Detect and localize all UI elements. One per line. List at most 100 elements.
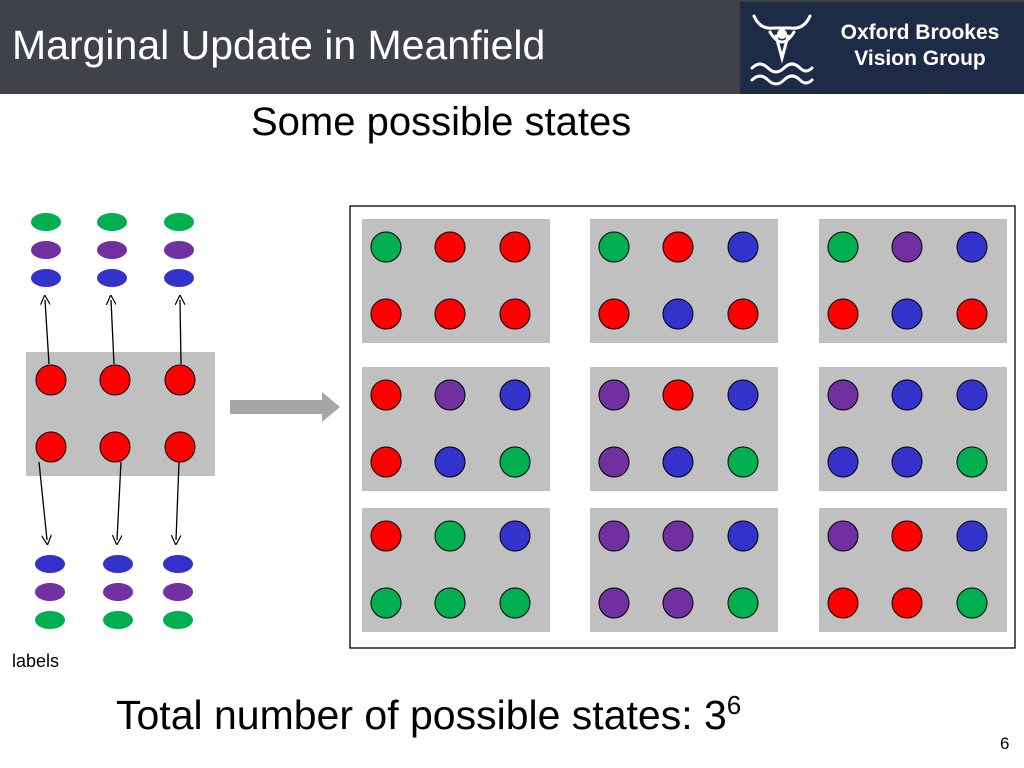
node-red [370,446,402,478]
node-red [164,364,196,396]
labels-caption: labels [12,651,60,671]
label-ellipse-purple [31,241,61,259]
states-grid [362,219,1007,632]
node-blue [891,379,923,411]
up-arrow [45,300,49,365]
label-ellipse-purple [163,583,193,601]
node-red [891,587,923,619]
node-red [99,364,131,396]
label-arrows [38,300,181,540]
node-red [499,231,531,263]
label-ellipse-blue [103,555,133,573]
node-blue [891,446,923,478]
state-panel [362,367,550,491]
node-red [598,298,630,330]
big-arrow-shape [230,392,340,422]
state-panel [819,219,1007,343]
node-red [662,379,694,411]
state-panel [362,508,550,632]
node-blue [956,379,988,411]
state-panel [819,367,1007,491]
node-green [434,587,466,619]
label-ellipse-purple [164,241,194,259]
node-green [499,446,531,478]
oxford-brookes-logo: Oxford Brookes Vision Group [740,2,1024,94]
node-green [499,587,531,619]
label-ellipse-purple [35,583,65,601]
state-panel [362,219,550,343]
state-panel [590,367,778,491]
bull-logo-icon [750,14,814,86]
node-red [827,587,859,619]
node-blue [499,520,531,552]
big-right-arrow [230,392,340,422]
node-purple [598,587,630,619]
slide-title: Marginal Update in Meanfield [12,22,546,68]
state-panel [590,508,778,632]
up-arrow [180,300,181,365]
down-arrow [38,461,47,540]
node-green [827,231,859,263]
label-ellipse-purple [97,241,127,259]
node-blue [662,446,694,478]
node-blue [727,379,759,411]
node-blue [827,446,859,478]
node-purple [891,231,923,263]
node-blue [434,446,466,478]
node-purple [662,520,694,552]
node-red [434,231,466,263]
label-ellipse-blue [164,269,194,287]
node-red [827,298,859,330]
node-green [956,587,988,619]
label-ellipse-green [164,213,194,231]
node-red [662,231,694,263]
total-states-label: Total number of possible states: 3 [116,692,727,738]
label-ellipse-blue [97,269,127,287]
node-red [99,431,131,463]
node-green [727,446,759,478]
state-panel [590,219,778,343]
label-ellipse-green [103,611,133,629]
node-red [434,298,466,330]
label-ellipse-green [31,213,61,231]
node-blue [727,520,759,552]
title-bar: Marginal Update in Meanfield Oxford Broo… [0,0,1024,94]
node-purple [827,520,859,552]
current-state-panel [26,352,215,476]
label-ellipse-purple [103,583,133,601]
subtitle: Some possible states [251,100,632,144]
node-blue [891,298,923,330]
node-red [891,520,923,552]
logo-line-1: Oxford Brookes [840,21,1000,44]
label-ellipse-green [35,611,65,629]
node-blue [499,379,531,411]
label-ellipse-green [163,611,193,629]
node-purple [434,379,466,411]
total-states-text: Total number of possible states: 36 [116,690,741,739]
label-ellipse-blue [31,269,61,287]
label-ellipse-blue [163,555,193,573]
node-red [164,431,196,463]
node-blue [727,231,759,263]
node-purple [827,379,859,411]
down-arrow [117,461,121,540]
node-red [956,298,988,330]
down-arrow [176,461,179,540]
node-blue [956,520,988,552]
node-red [370,520,402,552]
page-number: 6 [1000,734,1010,753]
state-panel [819,508,1007,632]
node-red [35,431,67,463]
label-sets [31,213,194,629]
node-red [35,364,67,396]
label-ellipse-green [97,213,127,231]
node-purple [598,379,630,411]
node-green [956,446,988,478]
node-purple [662,587,694,619]
node-green [727,587,759,619]
node-red [370,379,402,411]
node-purple [598,520,630,552]
node-red [499,298,531,330]
node-green [370,231,402,263]
